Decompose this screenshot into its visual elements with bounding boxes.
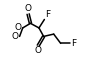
Text: O: O (35, 46, 42, 55)
Text: F: F (45, 10, 50, 19)
Text: O: O (15, 23, 22, 32)
Text: O: O (25, 4, 32, 13)
Text: O: O (12, 32, 19, 41)
Text: F: F (71, 39, 76, 48)
